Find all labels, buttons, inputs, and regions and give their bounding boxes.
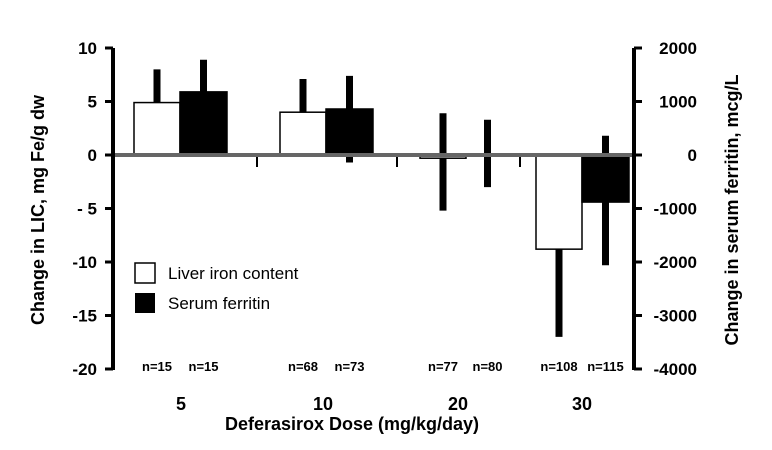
- y2-tick-label: -2000: [654, 253, 697, 272]
- bar-serum-ferritin: [179, 91, 228, 156]
- n-label: n=68: [288, 359, 318, 374]
- y-tick-label: 10: [78, 39, 97, 58]
- legend-swatch-liver-iron: [134, 262, 156, 284]
- y-tick-label: -20: [72, 360, 97, 379]
- y2-tick-label: -3000: [654, 307, 697, 326]
- category-label: 5: [176, 394, 186, 414]
- y2-tick-label: 2000: [659, 39, 697, 58]
- category-label: 10: [313, 394, 333, 414]
- legend-label-liver-iron: Liver iron content: [168, 264, 299, 283]
- legend-swatch-serum-ferritin: [135, 293, 155, 313]
- bar-serum-ferritin: [325, 108, 374, 156]
- y-tick-label: -15: [72, 307, 97, 326]
- y2-tick-label: 0: [688, 146, 697, 165]
- n-label: n=80: [473, 359, 503, 374]
- legend: Liver iron content Serum ferritin: [134, 262, 299, 313]
- n-label: n=115: [587, 359, 624, 374]
- bar-liver-iron: [133, 101, 181, 156]
- bar-serum-ferritin: [581, 154, 630, 203]
- y-tick-label: 5: [88, 93, 97, 112]
- y2-tick-label: -1000: [654, 200, 697, 219]
- y-tick-label: -10: [72, 253, 97, 272]
- y2-tick-label: -4000: [654, 360, 697, 379]
- y-tick-label: 0: [88, 146, 97, 165]
- category-label: 30: [572, 394, 592, 414]
- bar-liver-iron: [279, 111, 327, 156]
- y-axis-label: Change in LIC, mg Fe/g dw: [28, 94, 48, 325]
- n-label: n=77: [428, 359, 458, 374]
- x-axis-label: Deferasirox Dose (mg/kg/day): [225, 414, 479, 434]
- n-label: n=108: [540, 359, 577, 374]
- n-label: n=15: [189, 359, 219, 374]
- bar-liver-iron: [535, 154, 583, 250]
- y2-tick-label: 1000: [659, 93, 697, 112]
- y-tick-label: - 5: [77, 200, 97, 219]
- n-label: n=15: [142, 359, 172, 374]
- y2-axis-label: Change in serum ferritin, mcg/L: [722, 74, 742, 345]
- n-label: n=73: [335, 359, 365, 374]
- legend-label-serum-ferritin: Serum ferritin: [168, 294, 270, 313]
- category-label: 20: [448, 394, 468, 414]
